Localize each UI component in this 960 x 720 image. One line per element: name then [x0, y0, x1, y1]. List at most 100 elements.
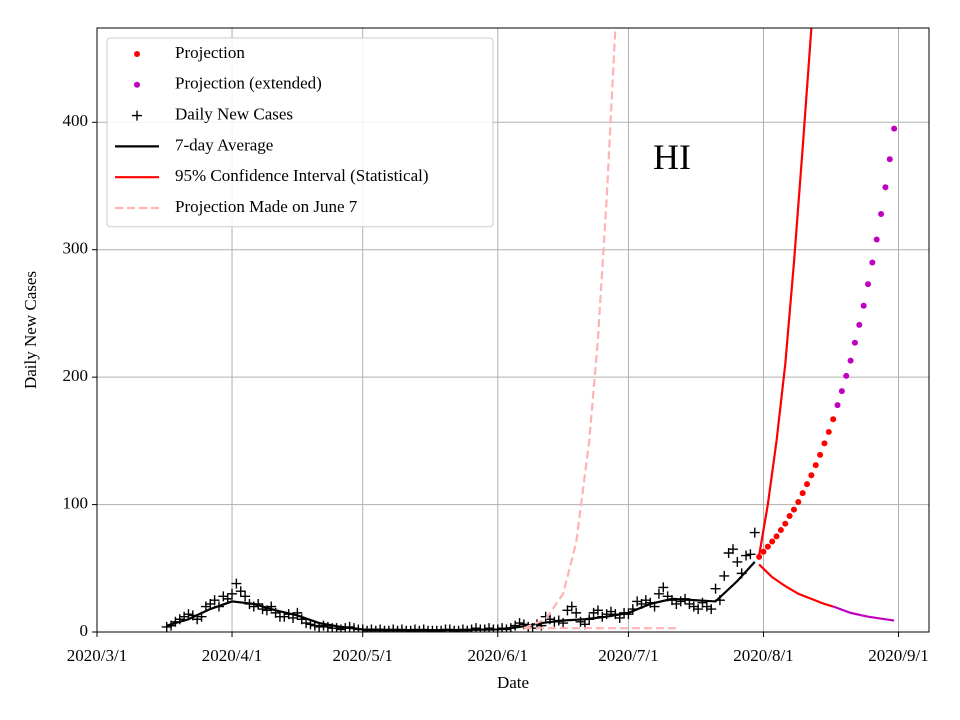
line: [832, 605, 895, 622]
point: [764, 543, 771, 550]
plus-marker: [566, 601, 577, 612]
point: [882, 184, 889, 191]
plus-marker: [218, 591, 229, 602]
axes-frame: [96, 27, 930, 633]
legend-label: Daily New Cases: [175, 105, 293, 124]
point: [756, 553, 763, 560]
legend: Projection Projection (extended) Daily New…: [106, 37, 494, 228]
plus-marker: [653, 588, 664, 599]
plus-marker: [362, 625, 373, 632]
line: [523, 28, 617, 630]
point: [821, 440, 828, 447]
point: [834, 402, 841, 409]
point: [760, 548, 767, 555]
x-tick-label: 2020/3/1: [67, 646, 127, 665]
point: [773, 533, 780, 540]
point: [804, 481, 811, 488]
plus-marker: [671, 598, 682, 609]
y-tick-label: 0: [80, 621, 89, 640]
point: [817, 451, 824, 458]
point: [812, 462, 819, 469]
plus-marker: [706, 604, 717, 615]
plot-area: [161, 28, 898, 632]
line: [758, 563, 834, 608]
plus-marker: [161, 621, 172, 632]
plus-marker: [571, 607, 582, 618]
plus-marker: [745, 549, 756, 560]
point: [795, 499, 802, 506]
plus-marker: [240, 591, 251, 602]
x-tick-label: 2020/8/1: [733, 646, 793, 665]
legend-label: Projection: [175, 43, 245, 62]
plus-marker: [200, 601, 211, 612]
legend-label: Projection (extended): [175, 74, 322, 93]
line: [166, 561, 756, 632]
plus-marker: [732, 556, 743, 567]
plus-marker: [540, 611, 551, 622]
plus-marker: [588, 607, 599, 618]
point: [799, 490, 806, 497]
y-tick-label: 400: [63, 111, 89, 130]
point: [790, 506, 797, 513]
point: [860, 302, 867, 309]
point: [769, 538, 776, 545]
plus-marker: [688, 601, 699, 612]
legend-marker: [134, 81, 140, 88]
plus-marker: [209, 595, 220, 606]
axes: 2020/3/1 2020/4/1 2020/5/1 2020/6/1 2020/7/1…: [63, 111, 929, 665]
point: [856, 321, 863, 328]
plus-marker: [710, 583, 721, 594]
plus-marker: [749, 527, 760, 538]
point: [838, 388, 845, 395]
plus-marker: [640, 595, 651, 606]
y-tick-label: 300: [63, 239, 89, 258]
y-tick-label: 200: [63, 366, 89, 385]
plus-marker: [592, 605, 603, 616]
annotation: HI: [653, 137, 691, 177]
point: [891, 125, 898, 132]
plus-marker: [701, 601, 712, 612]
point: [808, 472, 815, 479]
plus-marker: [693, 604, 704, 615]
plus-marker: [510, 620, 521, 631]
point: [786, 513, 793, 520]
plus-marker: [632, 596, 643, 607]
point: [886, 156, 893, 163]
y-axis-label: Daily New Cases: [21, 271, 40, 389]
line: [758, 28, 813, 556]
x-tick-label: 2020/9/1: [868, 646, 928, 665]
plus-marker: [741, 550, 752, 561]
point: [878, 211, 885, 218]
plus-marker: [231, 578, 242, 589]
plus-marker: [183, 609, 194, 620]
plus-marker: [658, 582, 669, 593]
x-tick-label: 2020/5/1: [332, 646, 392, 665]
legend-box: [106, 37, 494, 228]
plus-marker: [318, 620, 329, 631]
point: [869, 259, 876, 266]
legend-label: 95% Confidence Interval (Statistical): [175, 166, 429, 185]
point: [851, 339, 858, 346]
y-tick-label: 100: [63, 493, 89, 512]
plus-marker: [227, 588, 238, 599]
point: [825, 428, 832, 435]
point: [843, 372, 850, 379]
legend-marker: [132, 110, 142, 121]
point: [873, 236, 880, 243]
x-tick-label: 2020/6/1: [468, 646, 528, 665]
point: [777, 527, 784, 534]
legend-label: 7-day Average: [175, 135, 273, 154]
plus-marker: [301, 618, 312, 629]
plus-marker: [727, 544, 738, 555]
point: [847, 357, 854, 364]
plus-marker: [235, 586, 246, 597]
x-tick-label: 2020/7/1: [598, 646, 658, 665]
plus-marker: [719, 570, 730, 581]
legend-marker: [134, 51, 140, 57]
point: [830, 416, 837, 423]
x-axis-label: Date: [497, 673, 529, 692]
x-tick-label: 2020/4/1: [202, 646, 262, 665]
point: [782, 520, 789, 527]
legend-label: Projection Made on June 7: [175, 197, 358, 216]
